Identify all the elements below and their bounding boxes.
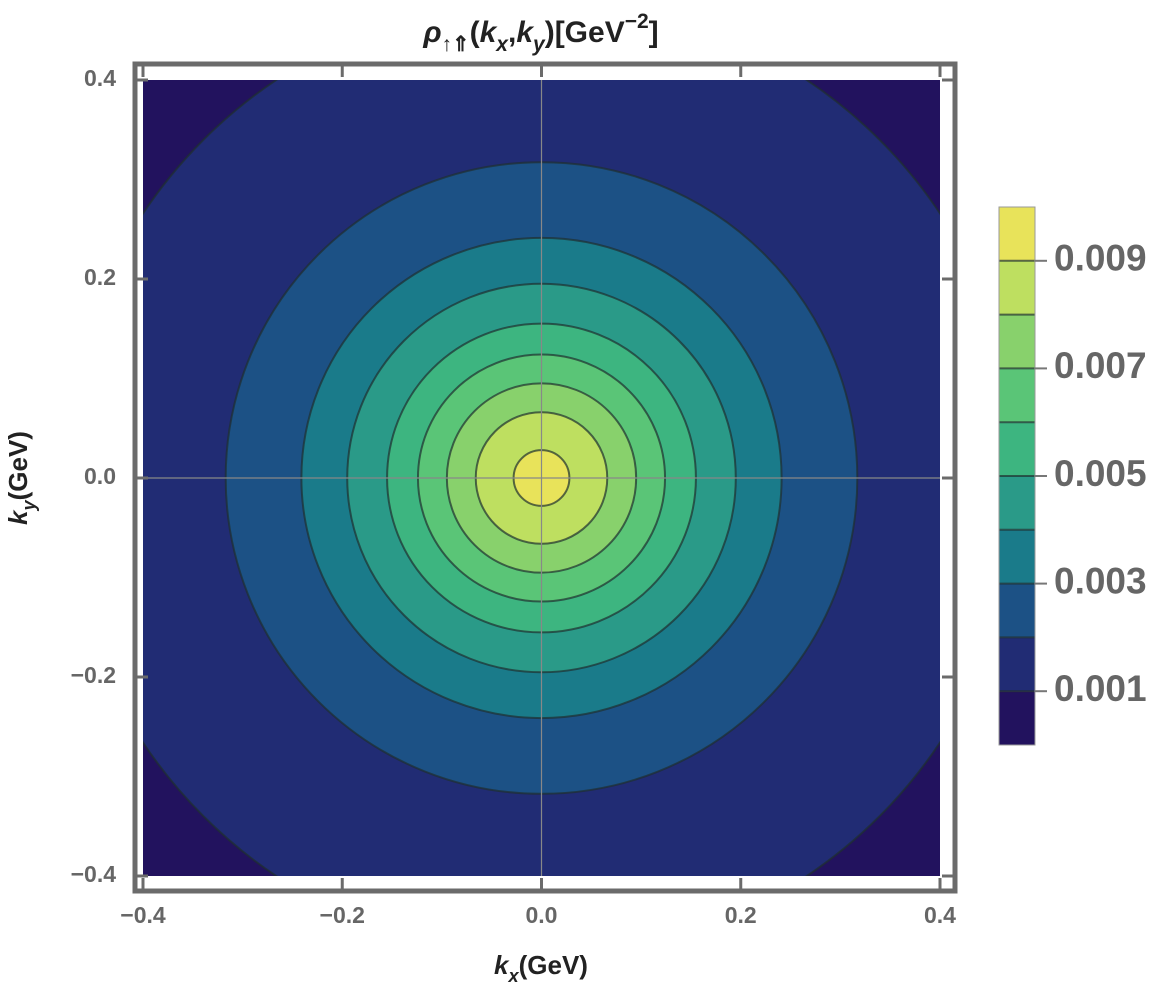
x-tick-label: −0.2 xyxy=(320,902,365,928)
text-segment: x xyxy=(508,966,520,986)
text-segment: ] xyxy=(649,16,659,49)
x-tick-label: 0.0 xyxy=(526,902,558,928)
colorbar-tick-label: 0.001 xyxy=(1054,668,1147,709)
x-tick-label: −0.4 xyxy=(120,902,166,928)
y-tick-label: −0.2 xyxy=(71,662,116,688)
y-tick-label: 0.2 xyxy=(84,264,116,290)
chart-title: ρ↑⇑(kx,ky)[GeV−2] xyxy=(422,10,658,56)
colorbar-tick-label: 0.009 xyxy=(1054,238,1147,279)
text-segment: y xyxy=(19,500,39,512)
colorbar-tick-label: 0.007 xyxy=(1054,345,1147,386)
text-segment: ρ xyxy=(422,16,441,49)
y-tick-label: 0.4 xyxy=(84,65,116,91)
colorbar-band xyxy=(999,368,1035,423)
x-tick-label: 0.2 xyxy=(725,902,757,928)
colorbar-band xyxy=(999,476,1035,530)
text-segment: k xyxy=(3,509,33,525)
y-tick-label: 0.0 xyxy=(84,463,116,489)
colorbar-band xyxy=(999,691,1035,745)
x-tick-label: 0.4 xyxy=(924,902,956,928)
text-segment: k xyxy=(494,950,510,980)
text-segment: (GeV) xyxy=(519,950,588,980)
colorbar-band xyxy=(999,422,1035,476)
text-segment: −2 xyxy=(625,10,649,33)
plot-area xyxy=(143,80,940,876)
text-segment: ( xyxy=(470,16,480,49)
text-segment: (GeV) xyxy=(3,431,33,500)
colorbar-band xyxy=(999,314,1035,369)
colorbar-band xyxy=(999,260,1035,315)
x-axis-label: kx(GeV) xyxy=(494,950,588,986)
colorbar-band xyxy=(999,637,1035,692)
y-axis-label: ky(GeV) xyxy=(3,431,39,525)
colorbar-tick-label: 0.005 xyxy=(1054,453,1147,494)
colorbar-tick-label: 0.003 xyxy=(1054,560,1147,601)
colorbar-band xyxy=(999,529,1035,584)
text-segment: ↑⇑ xyxy=(442,33,470,56)
text-segment: , xyxy=(508,16,516,49)
text-segment: k xyxy=(516,16,534,49)
text-segment: y xyxy=(532,33,546,56)
text-segment: )[GeV xyxy=(545,16,625,49)
text-segment: k xyxy=(480,16,498,49)
text-segment: x xyxy=(495,33,509,56)
colorbar-band xyxy=(999,583,1035,638)
y-tick-label: −0.4 xyxy=(71,861,117,887)
colorbar-band xyxy=(999,207,1035,261)
